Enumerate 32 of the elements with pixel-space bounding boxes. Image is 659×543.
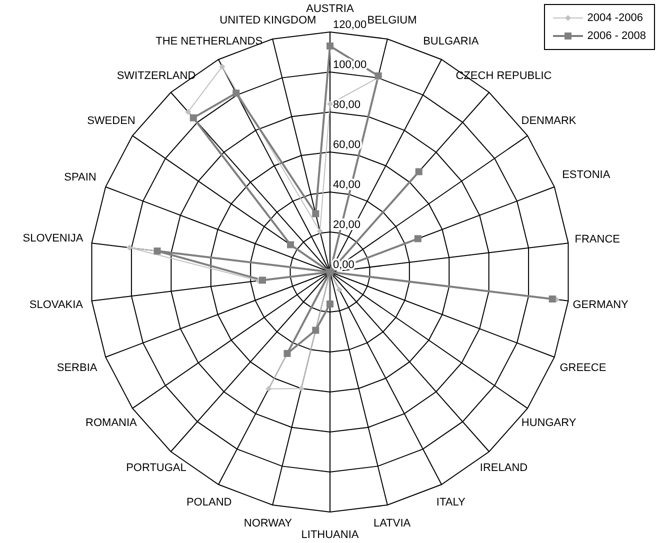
spoke-label: PORTUGAL (126, 462, 186, 474)
y-tick-label: 100,00 (333, 59, 367, 71)
spoke-label: GREECE (560, 362, 606, 374)
spoke-label: NORWAY (244, 518, 293, 530)
spoke-label: BELGIUM (367, 14, 417, 26)
spoke-label: FRANCE (574, 234, 620, 246)
spoke-label: SWITZERLAND (116, 70, 196, 82)
spoke-label: SLOVENIJA (22, 232, 84, 244)
spoke-label: SWEDEN (87, 114, 136, 127)
spoke-label: ROMANIA (86, 417, 138, 430)
spoke-label: SPAIN (64, 171, 96, 184)
y-tick-label: 40,00 (333, 179, 361, 191)
spoke-label: LITHUANIA (301, 529, 360, 541)
spoke-label: ITALY (436, 496, 466, 508)
spoke-label: DENMARK (521, 114, 577, 127)
y-tick-label: 60,00 (333, 139, 361, 151)
spoke-label: SLOVAKIA (29, 299, 84, 312)
spoke-label: ESTONIA (562, 168, 611, 181)
spoke-label: BULGARIA (423, 36, 480, 48)
spoke-label: SERBIA (56, 362, 98, 374)
spoke-label: AUSTRIA (306, 3, 354, 15)
spoke-label: GERMANY (572, 298, 630, 311)
y-tick-label: 80,00 (333, 99, 361, 111)
spoke-label: LATVIA (374, 518, 412, 530)
spoke-label: THE NETHERLANDS (156, 36, 263, 48)
y-tick-label: 120,00 (333, 19, 367, 31)
spoke-label: HUNGARY (521, 417, 577, 430)
spoke-label: IRELAND (480, 462, 528, 474)
legend-label: 2006 - 2008 (587, 30, 646, 42)
legend-label: 2004 -2006 (587, 12, 643, 24)
spoke-label: UNITED KINGDOM (220, 14, 316, 26)
spoke-label: POLAND (186, 496, 232, 508)
